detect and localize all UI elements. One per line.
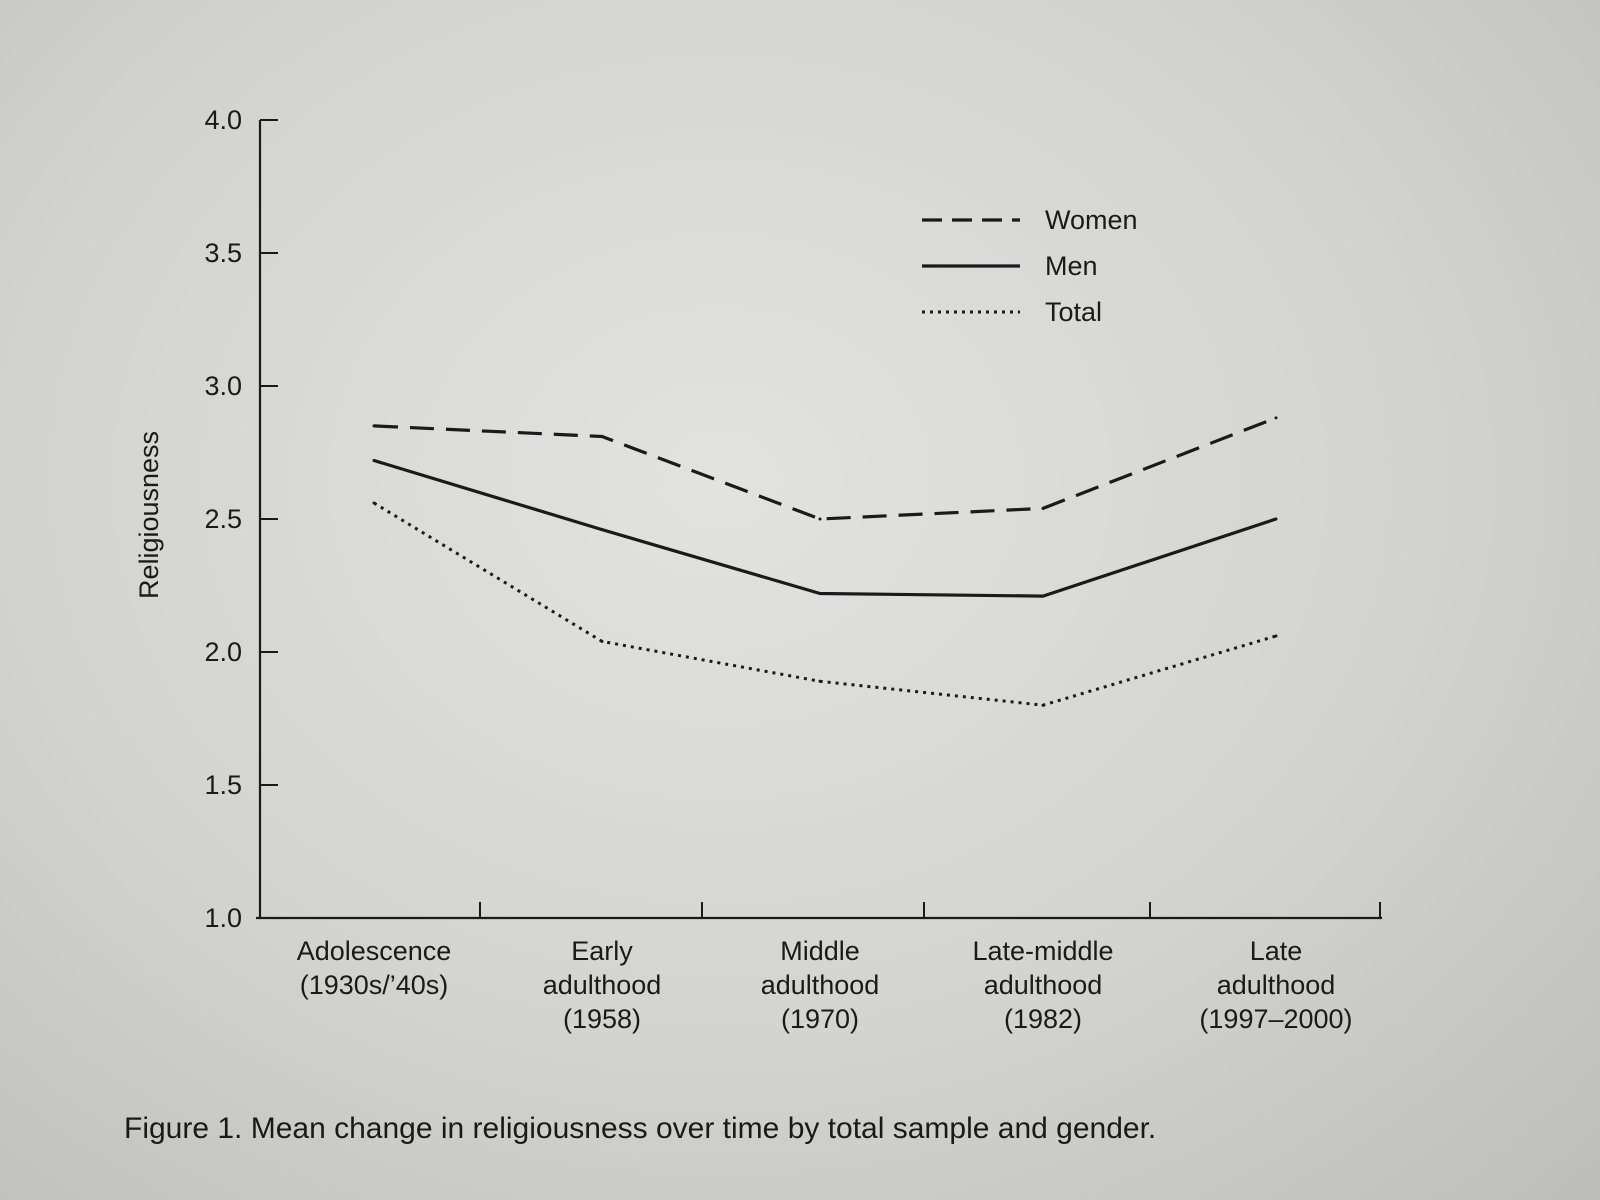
x-category-label: Adolescence (1930s/’40s) (297, 936, 452, 1000)
legend-label-women: Women (1045, 205, 1138, 235)
y-tick-label: 4.0 (204, 105, 242, 135)
data-point-women (1041, 506, 1045, 510)
data-point-total (1041, 703, 1045, 707)
x-category-label-line: (1997–2000) (1199, 1004, 1352, 1034)
x-category-label-line: Middle (780, 936, 860, 966)
x-category-label-line: Late-middle (972, 936, 1113, 966)
x-category-label: Late-middle adulthood (1982) (972, 936, 1113, 1034)
y-tick-label: 2.0 (204, 637, 242, 667)
x-category-label-line: (1982) (1004, 1004, 1082, 1034)
data-point-women (372, 424, 376, 428)
legend-label-men: Men (1045, 251, 1098, 281)
y-axis-title: Religiousness (134, 431, 164, 599)
x-category-label: Middle adulthood (1970) (761, 936, 880, 1034)
figure-caption: Figure 1. Mean change in religiousness o… (124, 1112, 1524, 1146)
y-tick-label: 1.5 (204, 770, 242, 800)
legend-label-total: Total (1045, 297, 1102, 327)
data-point-men (372, 458, 376, 462)
x-category-label-line: adulthood (984, 970, 1103, 1000)
y-axis-ticks: 1.0 1.5 2.0 2.5 3.0 3.5 4.0 (204, 105, 278, 933)
chart-series (372, 416, 1278, 707)
chart-legend: Women Men Total (922, 205, 1138, 327)
data-point-total (372, 501, 376, 505)
x-category-label: Late adulthood (1997–2000) (1199, 936, 1352, 1034)
data-point-women (600, 435, 604, 439)
figure-caption-text: Mean change in religiousness over time b… (250, 1112, 1157, 1145)
x-category-label-line: Adolescence (297, 936, 452, 966)
y-tick-label: 3.0 (204, 371, 242, 401)
x-category-label-line: (1930s/’40s) (300, 970, 449, 1000)
x-category-label-line: adulthood (1217, 970, 1336, 1000)
data-point-men (1041, 594, 1045, 598)
x-category-label-line: adulthood (543, 970, 662, 1000)
data-point-total (818, 679, 822, 683)
y-tick-label: 1.0 (204, 903, 242, 933)
data-point-men (818, 591, 822, 595)
data-point-men (600, 528, 604, 532)
data-point-total (600, 639, 604, 643)
x-axis-categories: Adolescence (1930s/’40s) Early adulthood (19… (297, 936, 1353, 1034)
data-point-total (1274, 634, 1278, 638)
data-point-women (1274, 416, 1278, 420)
x-category-label-line: (1958) (563, 1004, 641, 1034)
x-category-label: Early adulthood (1958) (543, 936, 662, 1034)
x-category-label-line: Early (571, 936, 633, 966)
y-tick-label: 3.5 (204, 238, 242, 268)
x-category-label-line: (1970) (781, 1004, 859, 1034)
figure-caption-label: Figure 1. (124, 1112, 243, 1145)
series-line-total (373, 501, 1277, 707)
series-line-women (373, 416, 1277, 521)
y-tick-label: 2.5 (204, 504, 242, 534)
data-point-women (818, 517, 822, 521)
series-line-men (373, 458, 1277, 598)
x-category-label-line: adulthood (761, 970, 880, 1000)
x-category-label-line: Late (1250, 936, 1303, 966)
data-point-men (1274, 517, 1278, 521)
